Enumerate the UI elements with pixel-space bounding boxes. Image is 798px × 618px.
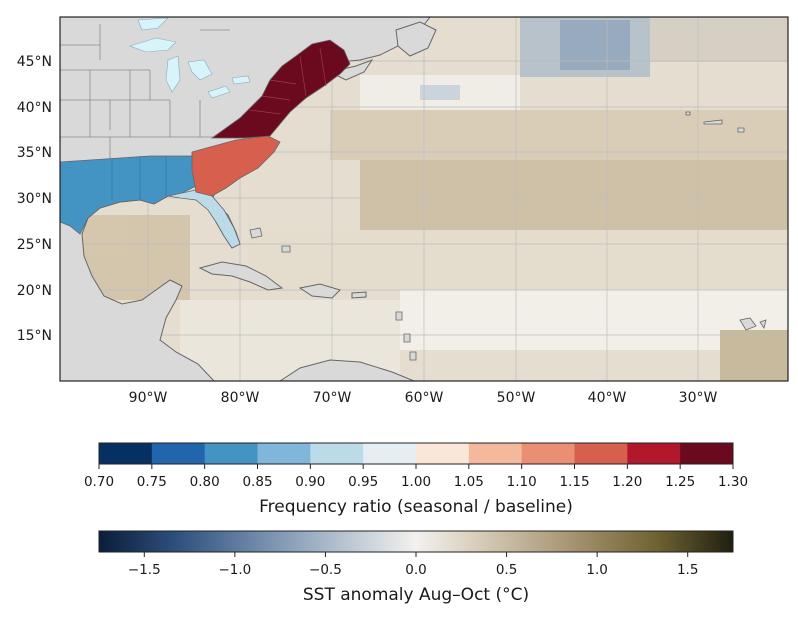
small-islands — [249, 111, 767, 361]
colorbar-frequency-bin — [574, 443, 628, 464]
colorbar-frequency-title: Frequency ratio (seasonal / baseline) — [259, 497, 573, 517]
great-lakes — [129, 17, 251, 99]
colorbar-frequency-bin — [680, 443, 734, 464]
lat-label: 35°N — [17, 145, 52, 161]
colorbar-frequency-bin — [627, 443, 681, 464]
lat-label: 25°N — [17, 237, 52, 253]
state-borders — [60, 24, 230, 171]
colorbar-frequency-tick-label: 1.15 — [559, 474, 589, 490]
sst-anomaly-patches — [60, 17, 788, 381]
colorbar-frequency-tick-label: 0.70 — [84, 474, 114, 490]
colorbar-sst-tick-label: −0.5 — [309, 562, 342, 578]
colorbar-sst-title: SST anomaly Aug–Oct (°C) — [303, 585, 529, 605]
land-nova-scotia — [328, 58, 374, 81]
northeast-state-lines — [249, 47, 327, 115]
lat-label: 20°N — [17, 283, 52, 299]
gulf-state-lines — [111, 157, 167, 200]
colorbar-sst-tick-label: 0.0 — [405, 562, 426, 578]
lon-axis: 90°W 80°W 70°W 60°W 50°W 40°W 30°W — [129, 390, 718, 406]
lon-label: 50°W — [497, 390, 536, 406]
lon-label: 70°W — [313, 390, 352, 406]
colorbar-frequency-bins — [99, 443, 734, 464]
colorbar-sst-gradient — [99, 531, 733, 552]
lon-label: 30°W — [679, 390, 718, 406]
colorbar-frequency: 0.70 0.75 0.80 0.85 0.90 0.95 1.00 1.05 1.10 1.15… — [84, 442, 748, 517]
lat-label: 45°N — [17, 54, 52, 70]
lat-label: 15°N — [17, 328, 52, 344]
colorbar-sst: −1.5 −1.0 −0.5 0.0 0.5 1.0 1.5 SST anomaly Aug… — [98, 530, 734, 605]
colorbar-frequency-tick-label: 0.75 — [137, 474, 167, 490]
island-cuba — [198, 261, 284, 291]
colorbar-frequency-bin — [416, 443, 470, 464]
region-northeast — [210, 39, 351, 139]
colorbar-frequency-tick-label: 0.85 — [242, 474, 272, 490]
colorbar-frequency-bin — [521, 443, 575, 464]
lon-label: 90°W — [129, 390, 168, 406]
colorbar-frequency-tick-label: 0.90 — [295, 474, 325, 490]
colorbar-sst-tick-label: 1.5 — [677, 562, 698, 578]
colorbar-frequency-tick-label: 0.80 — [190, 474, 220, 490]
land-newfoundland — [395, 21, 437, 57]
colorbar-frequency-tick-label: 1.25 — [665, 474, 695, 490]
lat-label: 40°N — [17, 100, 52, 116]
land-south-america — [279, 359, 415, 381]
island-hispaniola — [298, 283, 341, 299]
colorbar-frequency-bin — [257, 443, 311, 464]
colorbar-sst-tick-label: 0.5 — [496, 562, 517, 578]
colorbar-frequency-ticks: 0.70 0.75 0.80 0.85 0.90 0.95 1.00 1.05 1.10 1.15… — [84, 464, 748, 490]
colorbar-frequency-bin — [99, 443, 153, 464]
lat-axis: 45°N 40°N 35°N 30°N 25°N 20°N 15°N — [17, 54, 52, 344]
colorbar-sst-tick-label: 1.0 — [586, 562, 607, 578]
colorbar-frequency-bin — [363, 443, 417, 464]
colorbar-sst-ticks: −1.5 −1.0 −0.5 0.0 0.5 1.0 1.5 — [128, 552, 698, 578]
colorbar-frequency-bin — [151, 443, 206, 464]
lon-label: 60°W — [405, 390, 444, 406]
colorbar-frequency-tick-label: 1.20 — [612, 474, 642, 490]
colorbar-sst-tick-label: −1.0 — [218, 562, 251, 578]
map-frame — [59, 16, 789, 382]
colorbar-sst-tick-label: −1.5 — [128, 562, 161, 578]
lat-label: 30°N — [17, 191, 52, 207]
colorbar-frequency-bin — [310, 443, 364, 464]
lon-label: 40°W — [588, 390, 627, 406]
colorbar-frequency-tick-label: 1.30 — [718, 474, 748, 490]
island-puerto-rico — [351, 291, 367, 299]
colorbar-frequency-tick-label: 1.00 — [401, 474, 431, 490]
map-panel — [60, 17, 788, 381]
colorbar-frequency-bin — [204, 443, 258, 464]
lon-label: 80°W — [221, 390, 260, 406]
colorbar-frequency-tick-label: 1.10 — [507, 474, 537, 490]
colorbar-frequency-bin — [468, 443, 523, 464]
colorbar-frequency-tick-label: 0.95 — [348, 474, 378, 490]
colorbar-frequency-tick-label: 1.05 — [454, 474, 484, 490]
